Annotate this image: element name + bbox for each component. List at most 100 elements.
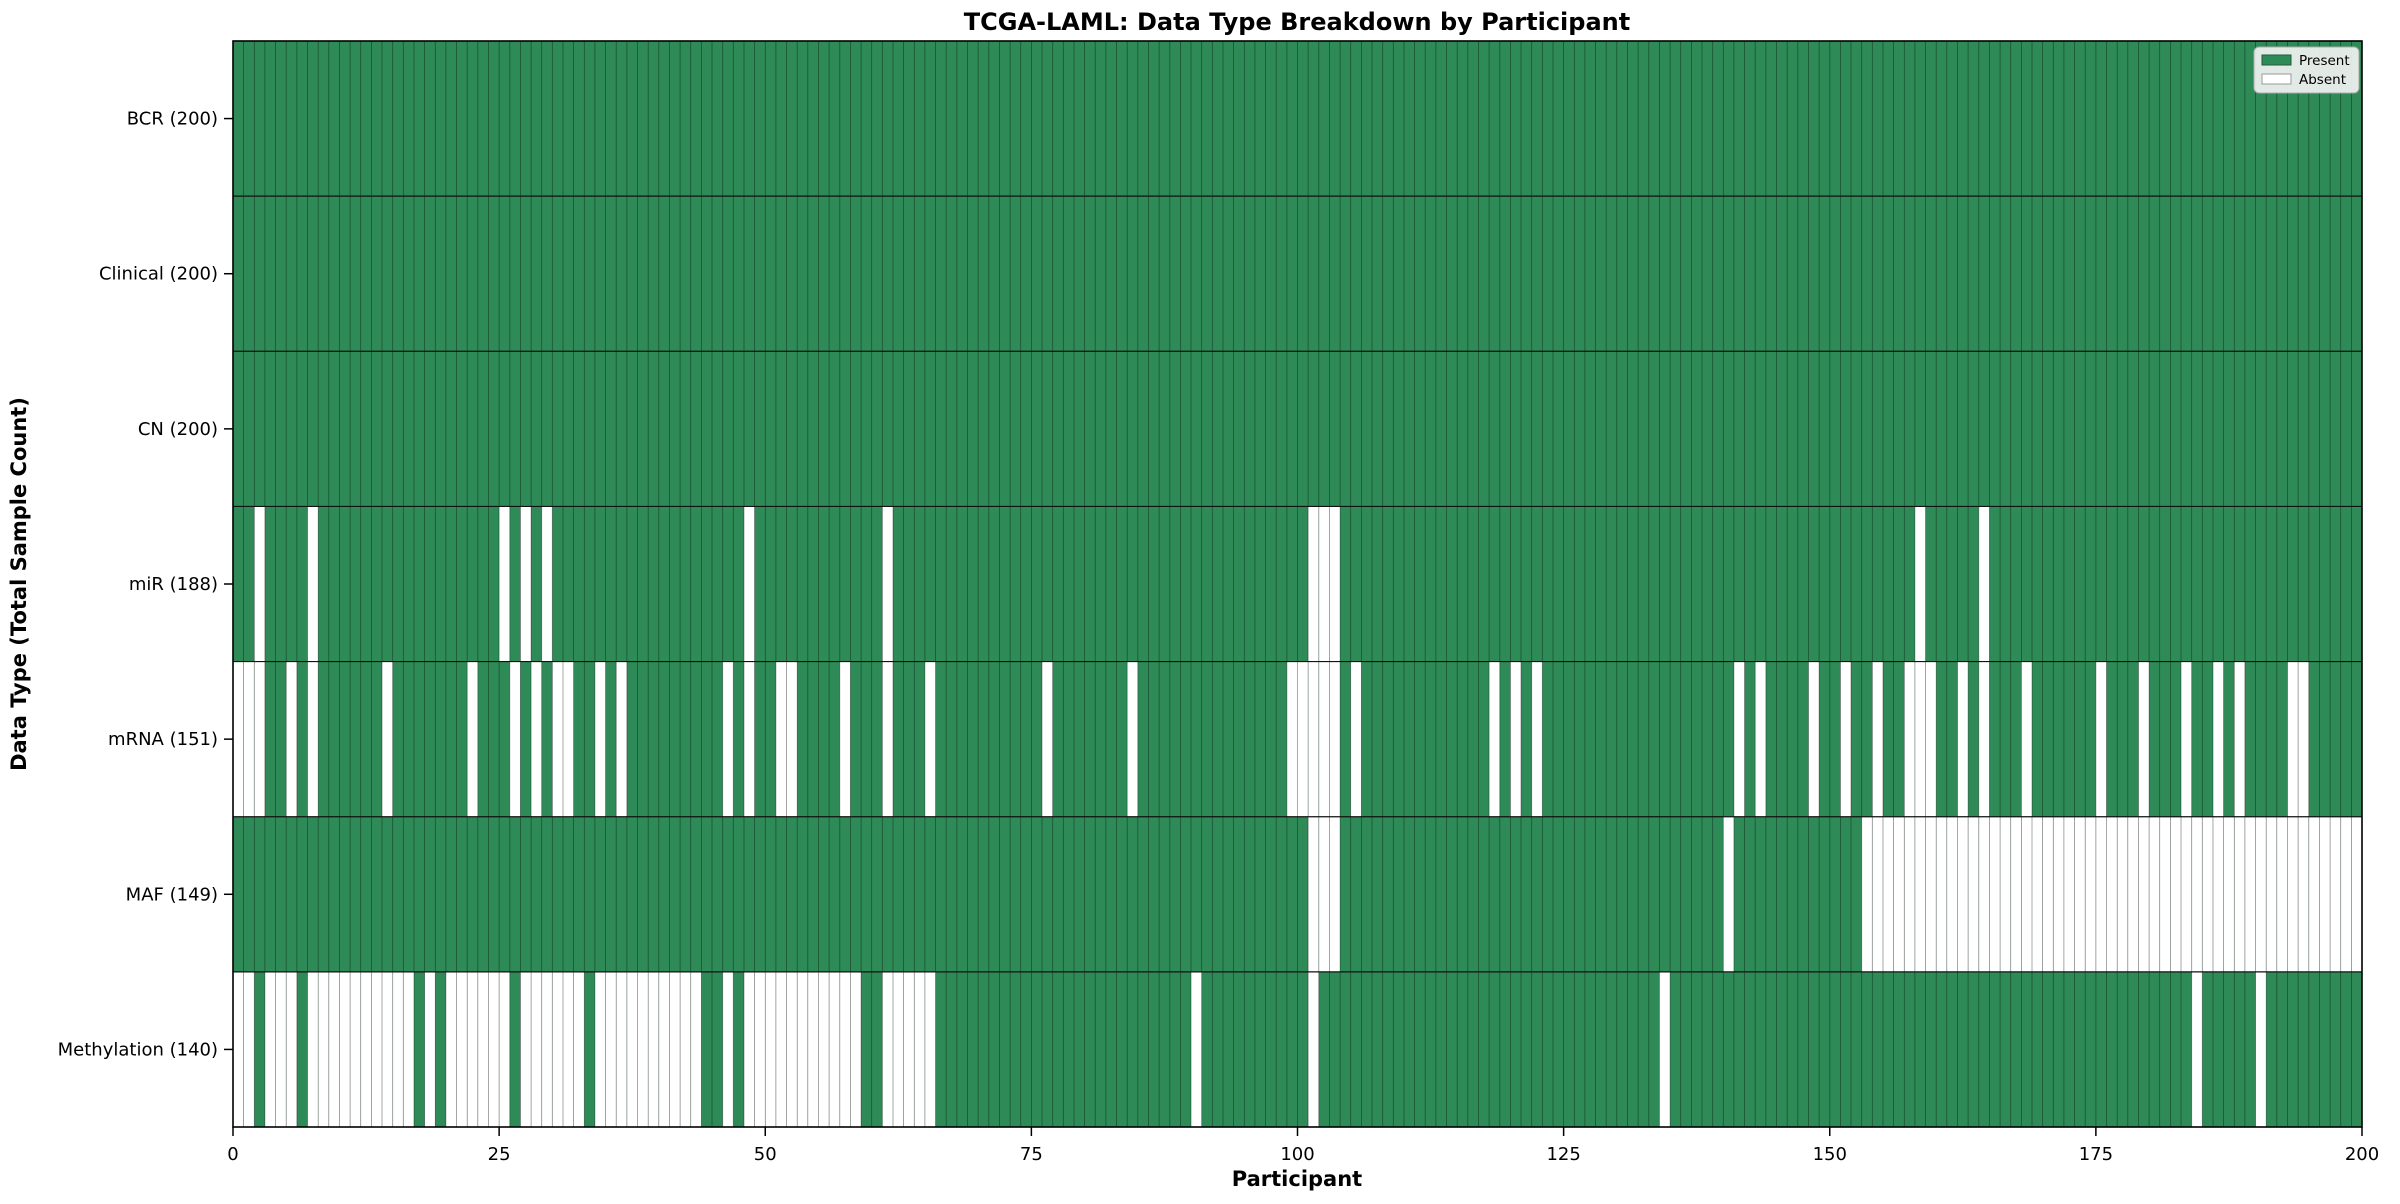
cell-absent-mRNA-179: [2138, 661, 2150, 817]
cell-gridlines-miR: [243, 506, 2352, 662]
cell-absent-MAF-103: [1329, 816, 1341, 972]
cell-absent-mRNA-36: [616, 661, 627, 817]
x-axis-label: Participant: [1232, 1167, 1362, 1191]
cell-absent-mRNA-57: [839, 661, 851, 817]
legend-label-present: Present: [2299, 53, 2350, 69]
cell-absent-Methylation-42: [680, 971, 691, 1127]
cell-absent-MAF-180: [2149, 816, 2160, 972]
cell-absent-Methylation-29: [541, 971, 553, 1127]
cell-absent-MAF-161: [1946, 816, 1958, 972]
cell-absent-MAF-199: [2351, 816, 2362, 972]
cell-absent-mRNA-193: [2287, 661, 2299, 817]
x-tick-label: 75: [1020, 1144, 1043, 1165]
cell-absent-MAF-185: [2202, 816, 2213, 972]
cell-absent-Methylation-27: [520, 971, 532, 1127]
cell-absent-MAF-187: [2223, 816, 2235, 972]
row-BCR-present-area: [233, 41, 2362, 197]
cell-absent-Methylation-38: [637, 971, 649, 1127]
cell-absent-Methylation-134: [1659, 971, 1671, 1127]
cell-absent-Methylation-0: [233, 971, 244, 1127]
cell-gridlines-mRNA: [243, 661, 2352, 817]
cell-gridlines-Methylation: [243, 971, 2352, 1127]
cell-absent-MAF-171: [2053, 816, 2064, 972]
cell-absent-miR-29: [541, 506, 553, 662]
cell-absent-MAF-160: [1936, 816, 1947, 972]
cell-absent-MAF-191: [2266, 816, 2277, 972]
cell-absent-miR-61: [882, 506, 893, 662]
cell-absent-Methylation-53: [797, 971, 808, 1127]
cell-absent-Methylation-9: [328, 971, 340, 1127]
cell-absent-Methylation-39: [648, 971, 659, 1127]
cell-absent-MAF-165: [1989, 816, 2001, 972]
cell-absent-MAF-186: [2212, 816, 2224, 972]
legend-swatch-absent: [2261, 73, 2292, 85]
cell-absent-Methylation-5: [286, 971, 297, 1127]
cell-absent-Methylation-56: [829, 971, 840, 1127]
cell-absent-Methylation-25: [499, 971, 510, 1127]
cell-absent-mRNA-194: [2298, 661, 2309, 817]
cell-absent-MAF-157: [1904, 816, 1915, 972]
cell-absent-MAF-189: [2244, 816, 2256, 972]
cell-absent-MAF-170: [2042, 816, 2054, 972]
cell-absent-MAF-163: [1968, 816, 1979, 972]
cell-absent-Methylation-16: [403, 971, 414, 1127]
cell-absent-MAF-188: [2234, 816, 2245, 972]
cell-absent-Methylation-13: [371, 971, 383, 1127]
cell-absent-MAF-101: [1308, 816, 1319, 972]
cell-absent-Methylation-90: [1191, 971, 1202, 1127]
cell-absent-mRNA-188: [2234, 661, 2245, 817]
x-tick-label: 100: [1280, 1144, 1314, 1165]
cell-absent-MAF-167: [2010, 816, 2022, 972]
cell-absent-Methylation-15: [392, 971, 404, 1127]
cell-gridlines-BCR: [243, 41, 2352, 197]
cell-absent-MAF-158: [1914, 816, 1926, 972]
cell-absent-Methylation-11: [350, 971, 361, 1127]
cell-absent-mRNA-5: [286, 661, 297, 817]
cell-absent-Methylation-64: [914, 971, 925, 1127]
cell-absent-Methylation-190: [2255, 971, 2267, 1127]
cell-absent-Methylation-21: [456, 971, 468, 1127]
cell-absent-MAF-190: [2255, 816, 2267, 972]
cell-absent-MAF-173: [2074, 816, 2086, 972]
cell-absent-Methylation-12: [360, 971, 372, 1127]
cell-absent-mRNA-0: [233, 661, 244, 817]
x-tick-label: 175: [2079, 1144, 2113, 1165]
cell-absent-MAF-178: [2127, 816, 2139, 972]
cell-absent-mRNA-158: [1914, 661, 1926, 817]
cell-absent-mRNA-65: [924, 661, 936, 817]
cell-absent-mRNA-101: [1308, 661, 1319, 817]
cell-absent-MAF-192: [2276, 816, 2288, 972]
cell-absent-Methylation-51: [775, 971, 787, 1127]
cell-absent-MAF-194: [2298, 816, 2309, 972]
cell-absent-miR-27: [520, 506, 532, 662]
x-axis: 0 25 50 75 100 125 150 175 200: [227, 1127, 2379, 1165]
cell-absent-mRNA-61: [882, 661, 893, 817]
cell-absent-Methylation-22: [467, 971, 478, 1127]
cell-absent-Methylation-41: [669, 971, 681, 1127]
y-tick-label-BCR: BCR (200): [127, 109, 218, 130]
cell-absent-MAF-193: [2287, 816, 2299, 972]
cell-absent-mRNA-143: [1755, 661, 1766, 817]
cell-absent-mRNA-1: [243, 661, 255, 817]
x-tick-label: 25: [488, 1144, 511, 1165]
legend-label-absent: Absent: [2299, 72, 2346, 88]
cell-absent-mRNA-154: [1872, 661, 1883, 817]
cell-absent-mRNA-7: [307, 661, 319, 817]
cell-absent-MAF-198: [2340, 816, 2352, 972]
cell-absent-Methylation-62: [892, 971, 904, 1127]
cell-absent-mRNA-28: [531, 661, 542, 817]
cell-absent-MAF-154: [1872, 816, 1883, 972]
cell-absent-miR-25: [499, 506, 510, 662]
cell-absent-miR-2: [254, 506, 265, 662]
cell-absent-Methylation-50: [765, 971, 776, 1127]
cell-absent-MAF-175: [2095, 816, 2107, 972]
cell-absent-Methylation-54: [807, 971, 819, 1127]
row-Clinical-present-area: [233, 196, 2362, 352]
cell-gridlines-MAF: [243, 816, 2352, 972]
cell-absent-Methylation-37: [626, 971, 638, 1127]
cell-absent-miR-158: [1914, 506, 1926, 662]
cell-absent-mRNA-26: [509, 661, 521, 817]
cell-absent-mRNA-120: [1510, 661, 1522, 817]
cell-absent-mRNA-102: [1318, 661, 1330, 817]
cell-absent-Methylation-31: [563, 971, 574, 1127]
